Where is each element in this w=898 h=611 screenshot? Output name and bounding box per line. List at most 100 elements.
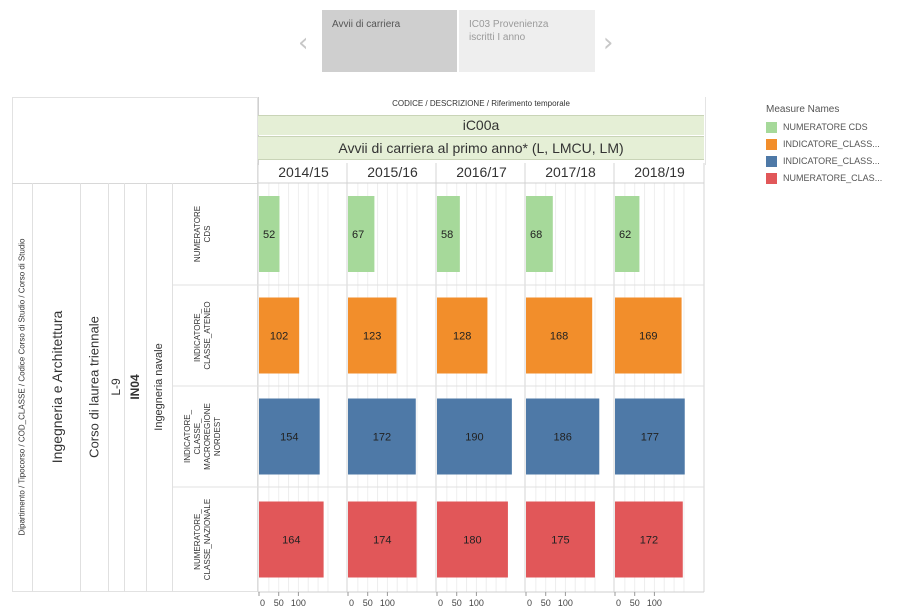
bar-numeratore-cds-2015-16 [348,196,375,272]
legend-swatch [766,173,777,185]
bar-numeratore-classe-nazionale-2017-18 [526,501,595,578]
header-field-path: CODICE / DESCRIZIONE / Riferimento tempo… [392,99,570,108]
legend-item-indicatore-ateneo[interactable]: INDICATORE_CLASS... [766,138,880,151]
bar-indicatore-classe-ateneo-2018-19 [615,297,682,374]
row-label-line: CDS [203,226,212,243]
data-label: 168 [550,331,568,343]
x-tick-label: 50 [274,598,284,608]
data-label: 174 [373,535,391,547]
x-tick-label: 50 [541,598,551,608]
data-label: 172 [640,535,658,547]
legend-swatch [766,139,777,151]
x-tick-label: 50 [630,598,640,608]
divider-v6 [172,183,173,592]
divider-v1 [32,183,33,592]
legend-label: NUMERATORE CDS [783,122,868,132]
bar-numeratore-cds-2014-15 [259,196,280,272]
data-label: 62 [619,229,631,241]
x-tick-label: 0 [527,598,532,608]
x-tick-label: 0 [349,598,354,608]
header-description: Avvii di carriera al primo anno* (L, LMC… [258,136,704,160]
data-label: 102 [270,331,288,343]
story-point-avvii[interactable]: Avvii di carriera [322,10,457,72]
data-label: 186 [553,432,571,444]
bar-numeratore-classe-nazionale-2015-16 [348,501,417,578]
bar-indicatore-classe-ateneo-2016-17 [437,297,488,374]
row-label-numeratore-classe-nazionale: NUMERATORE_CLASSE_NAZIONALE [193,499,212,580]
bar-indicatore-classe-macroregione-nordest-2016-17 [437,398,512,475]
row-label-line: CLASSE_ [193,418,202,455]
legend-item-numeratore-cds[interactable]: NUMERATORE CDS [766,121,868,134]
bar-indicatore-classe-macroregione-nordest-2018-19 [615,398,685,475]
data-label: 123 [363,331,381,343]
data-label: 175 [551,535,569,547]
data-label: 52 [263,229,275,241]
row-label-line: CLASSE_NAZIONALE [203,499,212,580]
row-label-indicatore-classe-macroregione-nordest: INDICATORE_CLASSE_MACROREGIONENORDEST [183,403,222,470]
x-tick-label: 0 [438,598,443,608]
row-label-indicatore-classe-ateneo: INDICATORE_CLASSE_ATENEO [193,301,212,369]
legend-label: INDICATORE_CLASS... [783,156,880,166]
story-point-label-line1: IC03 Provenienza [469,19,549,30]
story-point-label-line2: iscritti I anno [469,32,526,43]
bar-numeratore-classe-nazionale-2018-19 [615,501,683,578]
story-point-ic03[interactable]: IC03 Provenienza iscritti I anno [459,10,595,72]
bar-indicatore-classe-macroregione-nordest-2014-15 [259,398,320,475]
data-label: 172 [373,432,391,444]
data-label: 169 [639,331,657,343]
x-tick-label: 0 [616,598,621,608]
row-label-line: NUMERATORE_ [193,509,202,570]
previous-story-arrow-icon[interactable]: ‹ [298,28,309,58]
row-header-divider [12,183,258,184]
header-code-text: iC00a [462,117,500,133]
data-label: 67 [352,229,364,241]
legend-item-indicatore-macroregione[interactable]: INDICATORE_CLASS... [766,155,880,168]
data-label: 164 [282,535,300,547]
x-tick-label: 0 [260,598,265,608]
legend-item-numeratore-nazionale[interactable]: NUMERATORE_CLAS... [766,172,883,185]
bar-numeratore-cds-2016-17 [437,196,460,272]
bar-indicatore-classe-ateneo-2015-16 [348,297,397,374]
bar-indicatore-classe-ateneo-2014-15 [259,297,300,374]
column-header-2018-19: 2018/19 [634,164,685,180]
bar-indicatore-classe-macroregione-nordest-2015-16 [348,398,416,475]
data-label: 68 [530,229,542,241]
divider-v4 [124,183,125,592]
x-tick-label: 100 [291,598,306,608]
data-label: 177 [641,432,659,444]
column-header-2015-16: 2015/16 [367,164,418,180]
x-tick-label: 100 [558,598,573,608]
bar-numeratore-classe-nazionale-2016-17 [437,501,508,578]
bar-numeratore-cds-2017-18 [526,196,553,272]
divider-v3 [108,183,109,592]
data-label: 190 [465,432,483,444]
x-tick-label: 100 [647,598,662,608]
row-label-line: INDICATORE_ [193,308,202,362]
legend-swatch [766,122,777,134]
bar-indicatore-classe-ateneo-2017-18 [526,297,593,374]
row-label-line: NORDEST [213,417,222,456]
story-point-label: Avvii di carriera [332,19,401,30]
legend-label: INDICATORE_CLASS... [783,139,880,149]
x-tick-label: 50 [452,598,462,608]
row-label-numeratore-cds: NUMERATORECDS [193,206,212,262]
row-label-line: CLASSE_ATENEO [203,301,212,369]
row-label-line: MACROREGIONE [203,403,212,470]
data-label: 128 [453,331,471,343]
row-label-line: NUMERATORE [193,206,202,262]
x-tick-label: 100 [380,598,395,608]
header-description-text: Avvii di carriera al primo anno* (L, LMC… [338,140,624,156]
bar-numeratore-cds-2018-19 [615,196,640,272]
x-tick-label: 100 [469,598,484,608]
column-header-2014-15: 2014/15 [278,164,329,180]
x-tick-label: 50 [363,598,373,608]
legend-swatch [766,156,777,168]
data-label: 180 [463,535,481,547]
legend-title: Measure Names [766,104,840,115]
next-story-arrow-icon[interactable]: › [603,28,614,58]
column-header-2016-17: 2016/17 [456,164,507,180]
legend-label: NUMERATORE_CLAS... [783,173,883,183]
divider-v5 [146,183,147,592]
data-label: 154 [280,432,298,444]
